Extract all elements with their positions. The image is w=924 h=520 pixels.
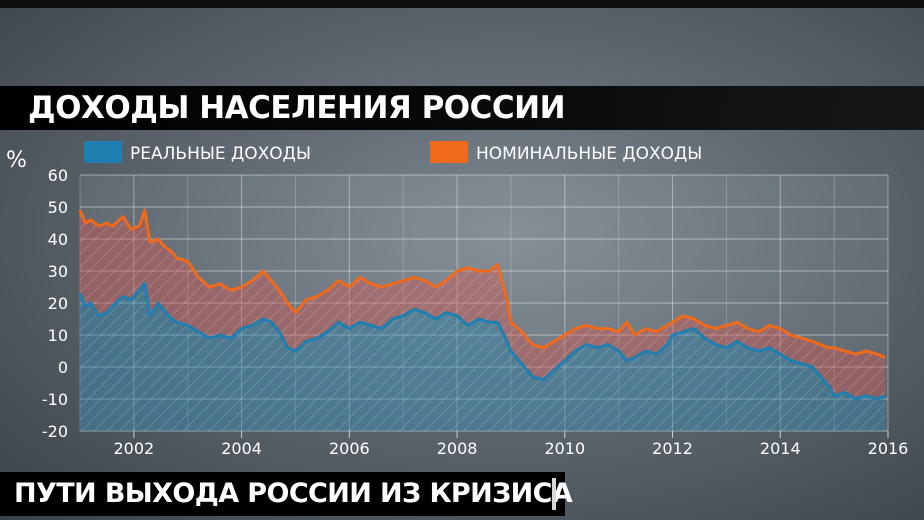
x-tick-label: 2004 bbox=[221, 439, 262, 458]
y-tick-label: 0 bbox=[58, 358, 68, 377]
x-tick-label: 2012 bbox=[652, 439, 693, 458]
legend: РЕАЛЬНЫЕ ДОХОДЫ НОМИНАЛЬНЫЕ ДОХОДЫ bbox=[84, 141, 702, 164]
y-axis: -20 -10 0 10 20 30 40 50 60% bbox=[6, 148, 68, 441]
y-tick-label: -10 bbox=[42, 390, 68, 409]
top-strip bbox=[0, 0, 924, 8]
x-tick-label: 2010 bbox=[544, 439, 585, 458]
x-tick-label: 2016 bbox=[868, 439, 909, 458]
y-tick-label: 40 bbox=[48, 230, 68, 249]
bottom-caption-bar: ПУТИ ВЫХОДА РОССИИ ИЗ КРИЗИСА bbox=[0, 472, 565, 516]
caption-cursor bbox=[552, 478, 556, 510]
bottom-caption: ПУТИ ВЫХОДА РОССИИ ИЗ КРИЗИСА bbox=[14, 476, 572, 512]
y-tick-label: 60 bbox=[48, 166, 68, 185]
chart-title: ДОХОДЫ НАСЕЛЕНИЯ РОССИИ bbox=[28, 89, 565, 127]
legend-swatch-real bbox=[84, 141, 122, 163]
x-tick-label: 2002 bbox=[114, 439, 155, 458]
y-tick-label: -20 bbox=[42, 422, 68, 441]
legend-swatch-nominal bbox=[430, 141, 468, 163]
legend-label-nominal: НОМИНАЛЬНЫЕ ДОХОДЫ bbox=[476, 144, 702, 164]
income-chart: -20 -10 0 10 20 30 40 50 60% 2002 2004 2006 2008 201… bbox=[0, 130, 924, 470]
y-unit-label: % bbox=[6, 148, 27, 173]
y-tick-label: 50 bbox=[48, 198, 68, 217]
y-tick-label: 10 bbox=[48, 326, 68, 345]
x-tick-label: 2014 bbox=[760, 439, 801, 458]
x-tick-label: 2008 bbox=[437, 439, 478, 458]
legend-label-real: РЕАЛЬНЫЕ ДОХОДЫ bbox=[130, 144, 311, 164]
x-axis: 2002 2004 2006 2008 2010 2012 2014 2016 bbox=[114, 439, 909, 458]
y-tick-label: 20 bbox=[48, 294, 68, 313]
title-bar: ДОХОДЫ НАСЕЛЕНИЯ РОССИИ bbox=[0, 86, 924, 130]
y-tick-label: 30 bbox=[48, 262, 68, 281]
x-tick-label: 2006 bbox=[329, 439, 370, 458]
